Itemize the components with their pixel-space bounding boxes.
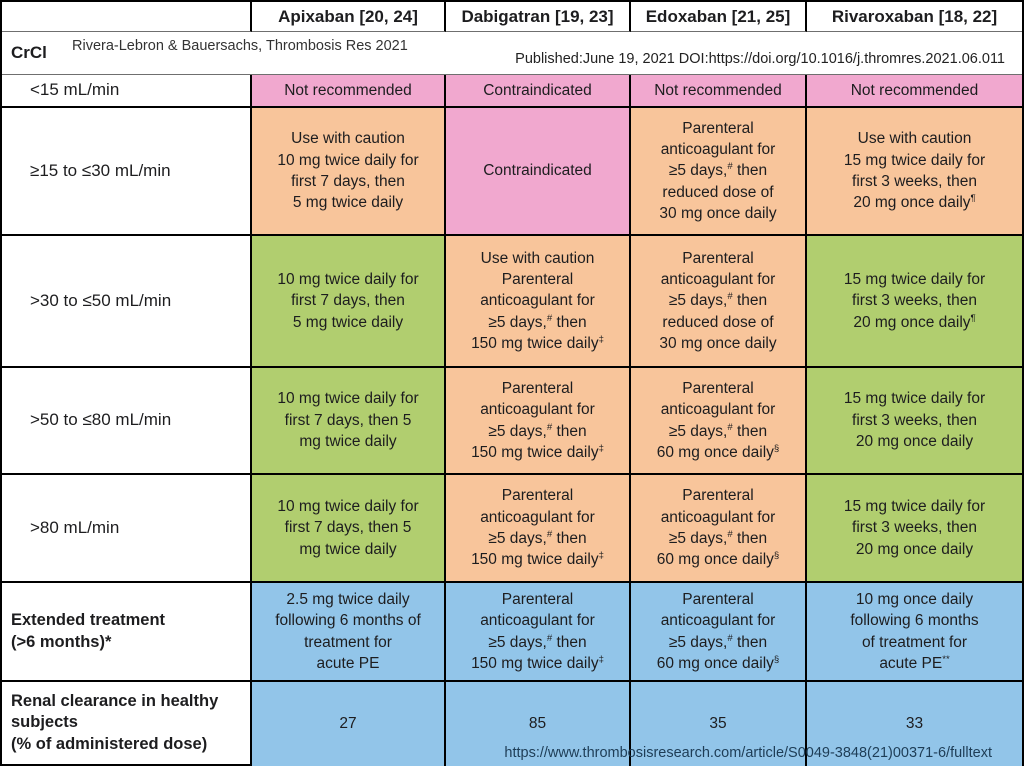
dose-cell: 2.5 mg twice daily following 6 months of t… [252, 583, 446, 682]
row-label: >50 to ≤80 mL/min [2, 368, 252, 475]
dose-cell: 35 [631, 682, 807, 766]
dose-cell: Parenteral anticoagulant for ≥5 days,# the… [631, 583, 807, 682]
dose-cell: 10 mg twice daily for first 7 days, then … [252, 368, 446, 475]
dose-cell: Parenteral anticoagulant for ≥5 days,# the… [631, 236, 807, 368]
dose-cell: Use with caution 15 mg twice daily for fir… [807, 108, 1022, 236]
dose-cell: Use with caution Parenteral anticoagulant … [446, 236, 631, 368]
dose-cell: Not recommended [631, 75, 807, 108]
dose-cell: 15 mg twice daily for first 3 weeks, then… [807, 475, 1022, 583]
dose-cell: Not recommended [252, 75, 446, 108]
row-label: ≥15 to ≤30 mL/min [2, 108, 252, 236]
dose-cell: Parenteral anticoagulant for ≥5 days,# the… [446, 583, 631, 682]
crcl-label: CrCl [11, 43, 47, 62]
row-label: <15 mL/min [2, 75, 252, 108]
dose-cell: Parenteral anticoagulant for ≥5 days,# the… [631, 475, 807, 583]
citation-text: Rivera-Lebron & Bauersachs, Thrombosis R… [72, 38, 408, 54]
published-doi-text: Published:June 19, 2021 DOI:https://doi.… [515, 51, 1005, 67]
dose-cell: Contraindicated [446, 75, 631, 108]
row-label: Extended treatment (>6 months)* [2, 583, 252, 682]
header-rivaroxaban: Rivaroxaban [18, 22] [807, 2, 1022, 32]
dose-cell: Parenteral anticoagulant for ≥5 days,# the… [446, 368, 631, 475]
dose-cell: Not recommended [807, 75, 1022, 108]
dose-cell: 10 mg once daily following 6 months of tre… [807, 583, 1022, 682]
dose-cell: 15 mg twice daily for first 3 weeks, then… [807, 368, 1022, 475]
header-dabigatran: Dabigatran [19, 23] [446, 2, 631, 32]
dose-cell: 10 mg twice daily for first 7 days, then … [252, 475, 446, 583]
row-label: Renal clearance in healthy subjects (% o… [2, 682, 252, 766]
row-label: >30 to ≤50 mL/min [2, 236, 252, 368]
dose-cell: 85 [446, 682, 631, 766]
header-edoxaban: Edoxaban [21, 25] [631, 2, 807, 32]
header-apixaban: Apixaban [20, 24] [252, 2, 446, 32]
header-corner-cell [2, 2, 252, 32]
dose-cell: 15 mg twice daily for first 3 weeks, then… [807, 236, 1022, 368]
dose-cell: Contraindicated [446, 108, 631, 236]
dose-cell: Use with caution 10 mg twice daily for fir… [252, 108, 446, 236]
dose-cell: 27 [252, 682, 446, 766]
crcl-citation-row: CrCl Rivera-Lebron & Bauersachs, Thrombo… [2, 32, 1022, 75]
fulltext-url: https://www.thrombosisresearch.com/artic… [504, 745, 992, 761]
dose-cell: Parenteral anticoagulant for ≥5 days,# the… [631, 108, 807, 236]
dose-cell: Parenteral anticoagulant for ≥5 days,# the… [631, 368, 807, 475]
dose-cell: Parenteral anticoagulant for ≥5 days,# the… [446, 475, 631, 583]
row-label: >80 mL/min [2, 475, 252, 583]
dose-cell: 10 mg twice daily for first 7 days, then 5… [252, 236, 446, 368]
dose-cell: 33 [807, 682, 1022, 766]
